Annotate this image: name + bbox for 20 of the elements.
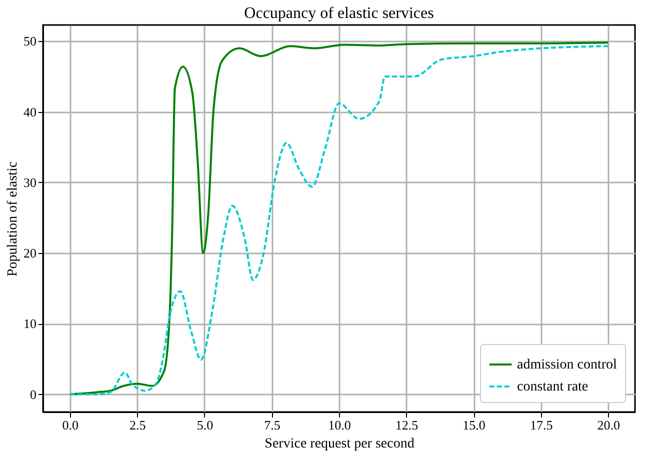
x-tick-label: 15.0 [462,418,486,432]
y-tick-label: 10 [24,316,36,332]
x-tick-label: 10.0 [328,418,351,432]
x-axis-title: Service request per second [264,436,414,452]
y-tick-label: 40 [24,104,36,120]
y-tick-label: 20 [24,246,36,261]
y-tick-label: 0 [30,386,36,402]
legend-label: constant rate [517,380,588,394]
x-tick-label: 7.5 [264,418,280,432]
y-tick-label: 50 [24,34,36,49]
x-tick-label: 2.5 [130,418,146,432]
x-tick-label: 0.0 [62,418,79,432]
chart-title: Occupancy of elastic services [244,5,434,22]
y-axis-title: Population of elastic [6,161,20,277]
x-tick-label: 20.0 [597,418,620,432]
y-tick-label: 30 [24,174,36,190]
x-tick-label: 5.0 [196,418,214,432]
legend-label: admission control [517,358,618,372]
x-tick-label: 17.5 [530,418,553,432]
x-tick-label: 12.5 [395,418,418,432]
